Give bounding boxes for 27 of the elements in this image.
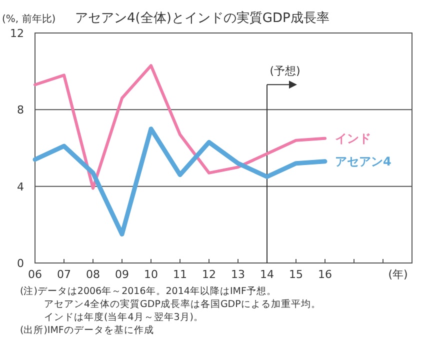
series-label: インド — [335, 131, 371, 146]
y-tick-label: 4 — [17, 180, 24, 194]
x-tick-label: 12 — [202, 268, 216, 281]
x-axis-title: (年) — [388, 268, 408, 281]
x-tick-label: 08 — [86, 268, 100, 281]
x-tick-label: 06 — [28, 268, 42, 281]
ref-line-label: (予想) — [270, 64, 300, 78]
line-series — [34, 64, 326, 190]
text: アセアン4全体の実質GDP成長率は各国GDPによる加重平均。 — [44, 298, 321, 310]
text: インドは年度(当年4月～翌年3月)。 — [44, 311, 204, 323]
x-tick-label: 16 — [318, 268, 332, 281]
x-tick-label: 09 — [115, 268, 129, 281]
x-tick-label: 13 — [231, 268, 245, 281]
x-tick-label: 11 — [173, 268, 187, 281]
x-tick-label: 15 — [289, 268, 303, 281]
text: (出所)IMFのデータを基に作成 — [20, 324, 154, 336]
x-tick-label: 10 — [144, 268, 158, 281]
y-axis-title: (%, 前年比) — [2, 13, 56, 25]
y-tick-label: 0 — [17, 257, 24, 270]
text: (注)データは2006年～2016年。2014年以降はIMF予想。 — [20, 285, 276, 297]
y-tick-label: 8 — [17, 104, 24, 117]
y-tick-label: 12 — [10, 27, 24, 40]
x-tick-label: 07 — [57, 268, 71, 281]
line-series — [32, 126, 328, 236]
series-label: アセアン4 — [335, 154, 392, 168]
x-tick-label: 14 — [260, 268, 274, 281]
chart-title: アセアン4(全体)とインドの実質GDP成長率 — [75, 10, 330, 26]
